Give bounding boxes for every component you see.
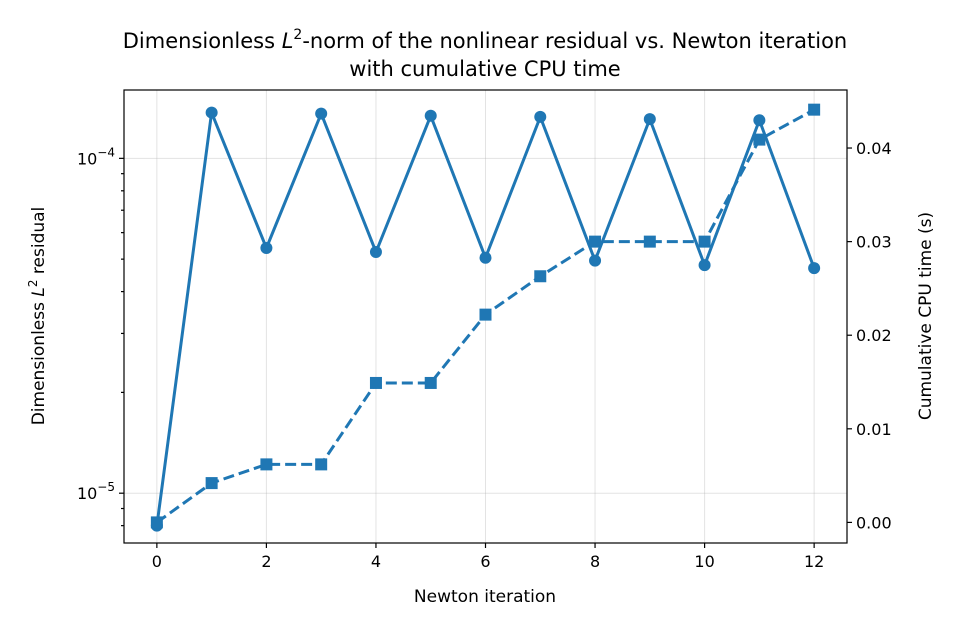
x-tick-label: 6 (480, 552, 490, 571)
data-point-square (205, 477, 218, 490)
data-point-square (753, 133, 766, 146)
data-point-square (424, 376, 437, 389)
series-layer (150, 103, 821, 532)
x-tick-label: 4 (371, 552, 381, 571)
data-point-circle (589, 254, 602, 267)
x-tick-label: 8 (590, 552, 600, 571)
data-point-circle (753, 114, 766, 127)
x-tick-label: 0 (152, 552, 162, 571)
y-axis-left-label: Dimensionless L2 residual (26, 207, 49, 426)
data-point-square (260, 458, 273, 471)
data-point-square (808, 103, 821, 116)
data-point-circle (424, 109, 437, 122)
data-point-circle (260, 241, 273, 254)
y-axis-right-label: Cumulative CPU time (s) (916, 212, 936, 420)
data-point-square (643, 235, 656, 248)
y-left-tick-label: 10−4 (77, 145, 115, 168)
data-point-circle (315, 107, 328, 120)
y-right-tick-label: 0.04 (856, 139, 892, 158)
data-point-square (589, 235, 602, 248)
grid (124, 90, 847, 543)
y-right-tick-label: 0.00 (856, 513, 892, 532)
x-tick-label: 2 (261, 552, 271, 571)
y-right-tick-label: 0.01 (856, 420, 892, 439)
data-point-square (369, 376, 382, 389)
ticks: 0 2 4 6 8 10 12 10−5 10−4 0.00 0.01 0.02 0.03 0.04 (77, 139, 892, 571)
data-point-square (534, 270, 547, 283)
data-point-circle (369, 246, 382, 259)
data-point-circle (205, 106, 218, 119)
y-left-tick-label: 10−5 (77, 480, 115, 503)
data-point-circle (698, 259, 711, 272)
chart-title-line-1: Dimensionless L2-norm of the nonlinear r… (123, 27, 848, 53)
data-point-square (479, 308, 492, 321)
chart-title-line-2: with cumulative CPU time (349, 57, 620, 81)
x-axis-label: Newton iteration (414, 587, 556, 607)
data-point-square (698, 235, 711, 248)
x-tick-label: 12 (804, 552, 824, 571)
y-right-tick-label: 0.03 (856, 233, 892, 252)
data-point-circle (808, 262, 821, 275)
x-tick-label: 10 (694, 552, 714, 571)
data-point-square (315, 458, 328, 471)
data-point-circle (534, 110, 547, 123)
data-point-square (150, 516, 163, 529)
data-point-circle (643, 113, 656, 126)
y-right-tick-label: 0.02 (856, 326, 892, 345)
data-point-circle (479, 251, 492, 264)
